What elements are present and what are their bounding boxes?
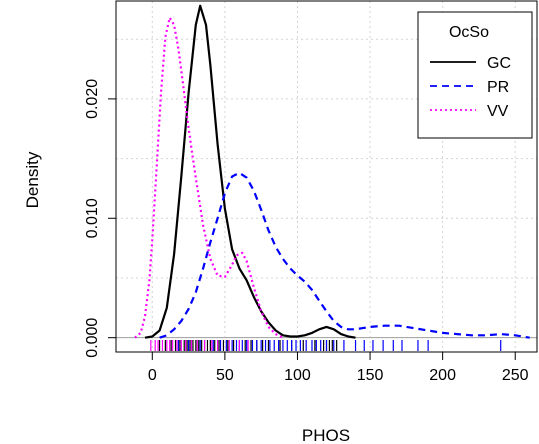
y-axis: 0.000 0.010 0.020 <box>84 79 117 358</box>
density-curves <box>134 4 530 339</box>
legend-label-pr: PR <box>487 79 509 96</box>
x-axis-label: PHOS <box>302 426 350 444</box>
legend: OcSo GC PR VV <box>417 11 533 139</box>
legend-box <box>417 11 533 139</box>
legend-label-vv: VV <box>487 103 509 120</box>
legend-label-gc: GC <box>487 55 511 72</box>
x-axis: 0 50 100 150 200 250 <box>148 351 529 384</box>
x-tick-label: 250 <box>502 367 529 384</box>
y-tick-label: 0.010 <box>84 198 101 238</box>
x-tick-label: 150 <box>357 367 384 384</box>
series-line-pr <box>159 171 530 339</box>
x-tick-label: 0 <box>148 367 157 384</box>
y-tick-label: 0.020 <box>84 79 101 119</box>
x-tick-label: 50 <box>216 367 234 384</box>
x-tick-label: 200 <box>429 367 456 384</box>
legend-title: OcSo <box>449 24 489 41</box>
y-tick-label: 0.000 <box>84 318 101 358</box>
series-line-gc <box>144 4 356 339</box>
grid-lines <box>116 1 537 352</box>
y-axis-label: Density <box>23 151 42 208</box>
x-tick-label: 100 <box>284 367 311 384</box>
series-line-vv <box>134 16 284 339</box>
rug-marks <box>150 340 502 351</box>
